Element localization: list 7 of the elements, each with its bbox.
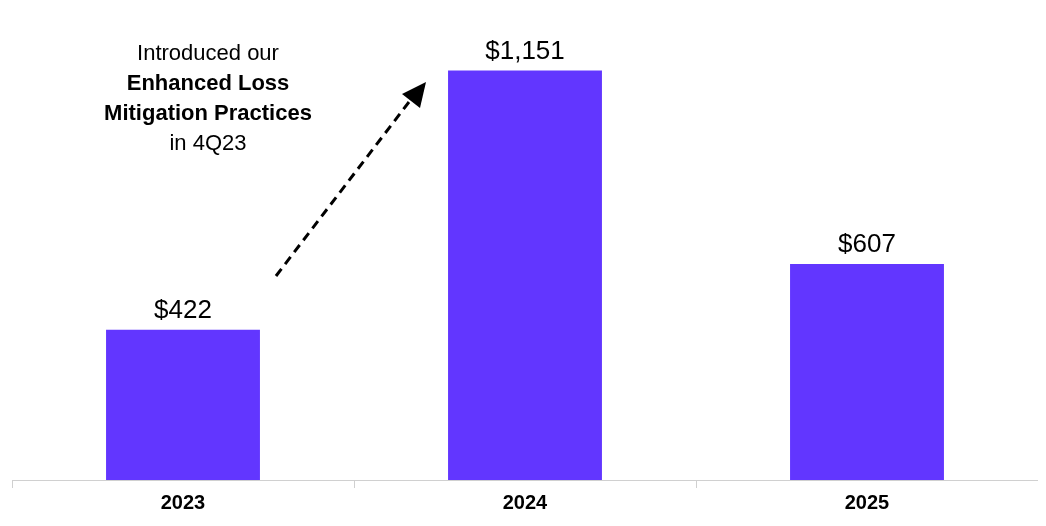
annotation: Introduced our Enhanced Loss Mitigation Practices in 4Q23 <box>103 39 313 157</box>
data-label: $1,151 <box>485 34 565 65</box>
x-tick-label: 2023 <box>160 490 206 513</box>
x-tick-label: 2025 <box>844 490 890 513</box>
data-label: $607 <box>838 228 896 259</box>
x-tick-label: 2024 <box>502 490 549 513</box>
data-label: $422 <box>154 294 212 325</box>
